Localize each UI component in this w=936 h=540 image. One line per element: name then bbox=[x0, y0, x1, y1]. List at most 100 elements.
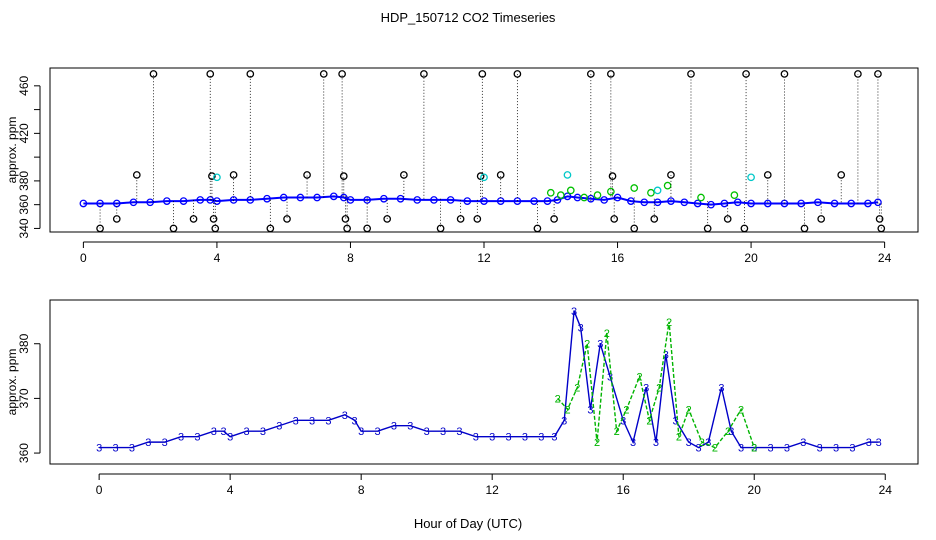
x-tick-label: 8 bbox=[358, 483, 365, 497]
plot-frame bbox=[49, 299, 919, 465]
y-tick-label: 420 bbox=[17, 123, 31, 143]
series-marker: 3 bbox=[784, 443, 790, 455]
series-marker: 3 bbox=[705, 437, 711, 449]
data-point bbox=[132, 171, 141, 179]
data-point bbox=[533, 224, 542, 233]
series-marker: 3 bbox=[506, 432, 512, 444]
series-marker: 3 bbox=[643, 382, 649, 394]
data-point bbox=[456, 215, 465, 223]
data-point bbox=[730, 191, 739, 200]
series-marker: 3 bbox=[374, 426, 380, 438]
series-marker: 3 bbox=[686, 437, 692, 449]
data-point bbox=[580, 193, 589, 202]
data-point bbox=[650, 215, 659, 223]
data-point bbox=[343, 224, 351, 233]
x-tick-label: 4 bbox=[214, 251, 221, 265]
data-point bbox=[436, 224, 445, 233]
data-point bbox=[400, 171, 408, 179]
data-point bbox=[339, 172, 348, 180]
x-tick-label: 8 bbox=[347, 251, 354, 265]
y-axis-label: approx. ppm bbox=[5, 117, 19, 184]
series-marker: 3 bbox=[456, 426, 462, 438]
series-marker: 3 bbox=[260, 426, 266, 438]
y-tick-label: 460 bbox=[17, 75, 31, 95]
series-marker: 3 bbox=[162, 437, 168, 449]
series-marker: 3 bbox=[352, 415, 358, 427]
data-point bbox=[837, 171, 846, 179]
x-tick-label: 16 bbox=[617, 483, 631, 497]
data-point bbox=[607, 187, 615, 196]
series-marker: 3 bbox=[663, 350, 669, 362]
y-tick-label: 370 bbox=[17, 388, 31, 408]
series-marker: 3 bbox=[597, 339, 603, 351]
y-tick-label: 340 bbox=[17, 218, 31, 238]
data-point bbox=[875, 215, 884, 223]
data-point bbox=[610, 215, 619, 223]
data-point bbox=[208, 172, 216, 180]
data-point bbox=[209, 215, 218, 223]
plot-frame bbox=[49, 67, 919, 233]
series-marker: 2 bbox=[555, 393, 561, 405]
series-marker: 3 bbox=[653, 437, 659, 449]
data-point bbox=[742, 70, 750, 78]
data-point bbox=[593, 191, 602, 200]
series-marker: 3 bbox=[630, 437, 636, 449]
series-marker: 3 bbox=[325, 415, 331, 427]
series-marker: 3 bbox=[391, 421, 397, 433]
series-marker: 2 bbox=[614, 426, 620, 438]
data-point bbox=[213, 173, 221, 182]
data-point bbox=[854, 70, 862, 78]
series-marker: 3 bbox=[833, 443, 839, 455]
series-marker: 3 bbox=[587, 404, 593, 416]
series-marker: 3 bbox=[440, 426, 446, 438]
y-tick-label: 380 bbox=[17, 333, 31, 353]
data-point bbox=[363, 224, 372, 233]
data-point bbox=[663, 181, 672, 190]
data-point bbox=[550, 215, 558, 223]
x-tick-label: 20 bbox=[744, 251, 758, 265]
series-marker: 3 bbox=[800, 437, 806, 449]
series-marker: 2 bbox=[564, 404, 570, 416]
top-panel: 0 4 8 12 16 20 24 340 360 380 420 460 approx. ppm bbox=[5, 67, 919, 265]
data-point bbox=[687, 70, 695, 78]
data-point bbox=[800, 224, 809, 233]
series-marker: 3 bbox=[112, 443, 118, 455]
data-point bbox=[630, 184, 639, 192]
series-marker: 3 bbox=[866, 437, 872, 449]
series-marker: 2 bbox=[623, 404, 629, 416]
data-point bbox=[563, 171, 572, 179]
data-point bbox=[608, 172, 617, 180]
data-point bbox=[697, 193, 705, 202]
series-marker: 2 bbox=[584, 339, 590, 351]
data-point bbox=[283, 215, 291, 223]
data-point bbox=[480, 173, 488, 182]
series-marker: 3 bbox=[718, 382, 724, 394]
series-marker: 3 bbox=[695, 443, 701, 455]
series-marker: 3 bbox=[342, 410, 348, 422]
series-marker: 3 bbox=[768, 443, 774, 455]
series-marker: 2 bbox=[646, 415, 652, 427]
data-point bbox=[496, 171, 505, 179]
series-marker: 3 bbox=[227, 432, 233, 444]
data-point bbox=[319, 70, 328, 78]
x-tick-label: 24 bbox=[878, 251, 892, 265]
data-point bbox=[96, 224, 104, 233]
series-marker: 3 bbox=[551, 432, 557, 444]
y-tick-label: 360 bbox=[17, 443, 31, 463]
data-point bbox=[566, 186, 575, 195]
series-marker: 3 bbox=[522, 432, 528, 444]
series-marker: 3 bbox=[620, 415, 626, 427]
series-marker: 3 bbox=[211, 426, 217, 438]
data-point bbox=[763, 171, 772, 179]
series-marker: 2 bbox=[676, 432, 682, 444]
series-marker: 2 bbox=[574, 382, 580, 394]
data-point bbox=[586, 70, 595, 78]
x-tick-label: 0 bbox=[80, 251, 87, 265]
data-point bbox=[630, 224, 639, 233]
data-point bbox=[653, 186, 662, 195]
series-marker: 3 bbox=[876, 437, 882, 449]
series-marker: 2 bbox=[699, 437, 705, 449]
series-marker: 3 bbox=[194, 432, 200, 444]
